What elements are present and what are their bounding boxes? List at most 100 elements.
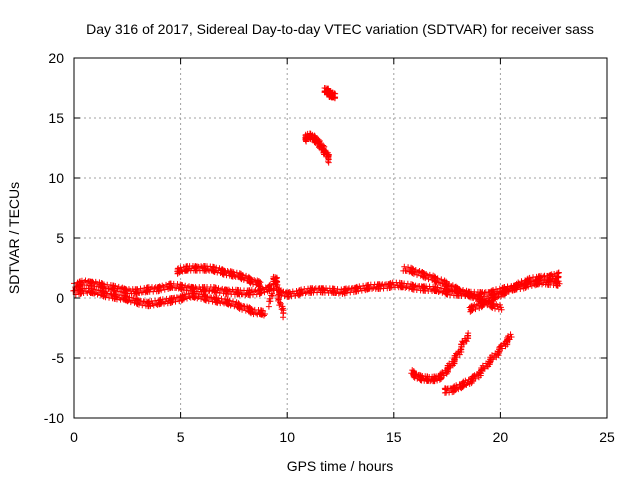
data-point (231, 272, 238, 279)
series-main-band-early (71, 277, 275, 298)
data-point (447, 285, 454, 292)
data-point (267, 298, 274, 305)
y-tick-label: -5 (52, 350, 65, 366)
data-point (465, 332, 472, 339)
data-point (126, 294, 133, 301)
data-point (456, 381, 463, 388)
x-tick-label: 20 (493, 429, 509, 445)
data-point (540, 273, 547, 280)
data-point (124, 298, 131, 305)
y-tick-label: 10 (48, 170, 64, 186)
y-tick-label: -10 (44, 410, 64, 426)
data-point (227, 302, 234, 309)
data-point (556, 280, 563, 287)
data-point (480, 364, 487, 371)
data-point (262, 311, 269, 318)
data-point (434, 284, 441, 291)
data-point (378, 282, 385, 289)
data-point (517, 283, 524, 290)
data-point (226, 288, 233, 295)
data-point (205, 266, 212, 273)
data-point (135, 301, 142, 308)
data-point (434, 275, 441, 282)
x-tick-label: 10 (279, 429, 295, 445)
data-point (248, 305, 255, 312)
data-point (434, 377, 441, 384)
data-point (102, 294, 109, 301)
series-lower-trace (70, 285, 269, 319)
data-point (251, 276, 258, 283)
data-point (331, 95, 338, 102)
x-tick-label: 25 (599, 429, 615, 445)
data-point (257, 279, 264, 286)
axis-ticks: 0 5 10 15 20 25 -10 -5 0 5 10 15 20 (44, 50, 615, 445)
data-point (509, 287, 516, 294)
data-point (456, 286, 463, 293)
data-point (438, 276, 445, 283)
data-point (91, 290, 98, 297)
data-point (151, 285, 158, 292)
data-point (494, 294, 501, 301)
data-point (239, 306, 246, 313)
data-point (505, 335, 512, 342)
data-point (311, 286, 318, 293)
data-point (117, 288, 124, 295)
data-point (498, 306, 505, 313)
data-point (478, 290, 485, 297)
data-point (253, 310, 260, 317)
data-point (505, 288, 512, 295)
data-point (515, 279, 522, 286)
data-point (507, 331, 514, 338)
data-point (320, 142, 327, 149)
data-point (451, 287, 458, 294)
data-point (260, 307, 267, 314)
data-point (526, 274, 533, 281)
data-point (468, 290, 475, 297)
data-point (172, 298, 179, 305)
data-point (185, 290, 192, 297)
y-tick-label: 0 (56, 290, 64, 306)
data-point (280, 314, 287, 321)
series-negative-arc-2 (441, 331, 515, 396)
y-tick-label: 20 (48, 50, 64, 66)
data-point (269, 292, 276, 299)
data-point (248, 310, 255, 317)
data-point (555, 269, 562, 276)
data-point (230, 298, 237, 305)
data-point (203, 297, 210, 304)
data-point (514, 284, 521, 291)
data-point (439, 289, 446, 296)
data-point (499, 345, 506, 352)
series-rise-evening (466, 269, 562, 315)
data-point (472, 306, 479, 313)
data-point (470, 295, 477, 302)
data-point (159, 282, 166, 289)
data-point (483, 300, 490, 307)
data-point (469, 294, 476, 301)
series-upper-arc-morning (174, 262, 264, 290)
series-high-arc-11h (302, 130, 332, 166)
data-point (93, 286, 100, 293)
data-point (496, 301, 503, 308)
series-negative-arc-1 (408, 330, 472, 385)
data-point (453, 354, 460, 361)
data-point (472, 375, 479, 382)
data-point (414, 271, 421, 278)
data-point (424, 272, 431, 279)
data-point (275, 296, 282, 303)
data-point (438, 285, 445, 292)
data-point (235, 290, 242, 297)
data-point (158, 287, 165, 294)
data-point (460, 341, 467, 348)
y-axis-label: SDTVAR / TECUs (6, 182, 22, 294)
series-spike-9h (265, 273, 287, 321)
y-tick-label: 15 (48, 110, 64, 126)
data-point (236, 270, 243, 277)
data-point (274, 281, 281, 288)
data-points (70, 84, 563, 396)
data-point (401, 263, 408, 270)
data-point (506, 284, 513, 291)
data-point (150, 302, 157, 309)
chart-title: Day 316 of 2017, Sidereal Day-to-day VTE… (86, 21, 594, 37)
